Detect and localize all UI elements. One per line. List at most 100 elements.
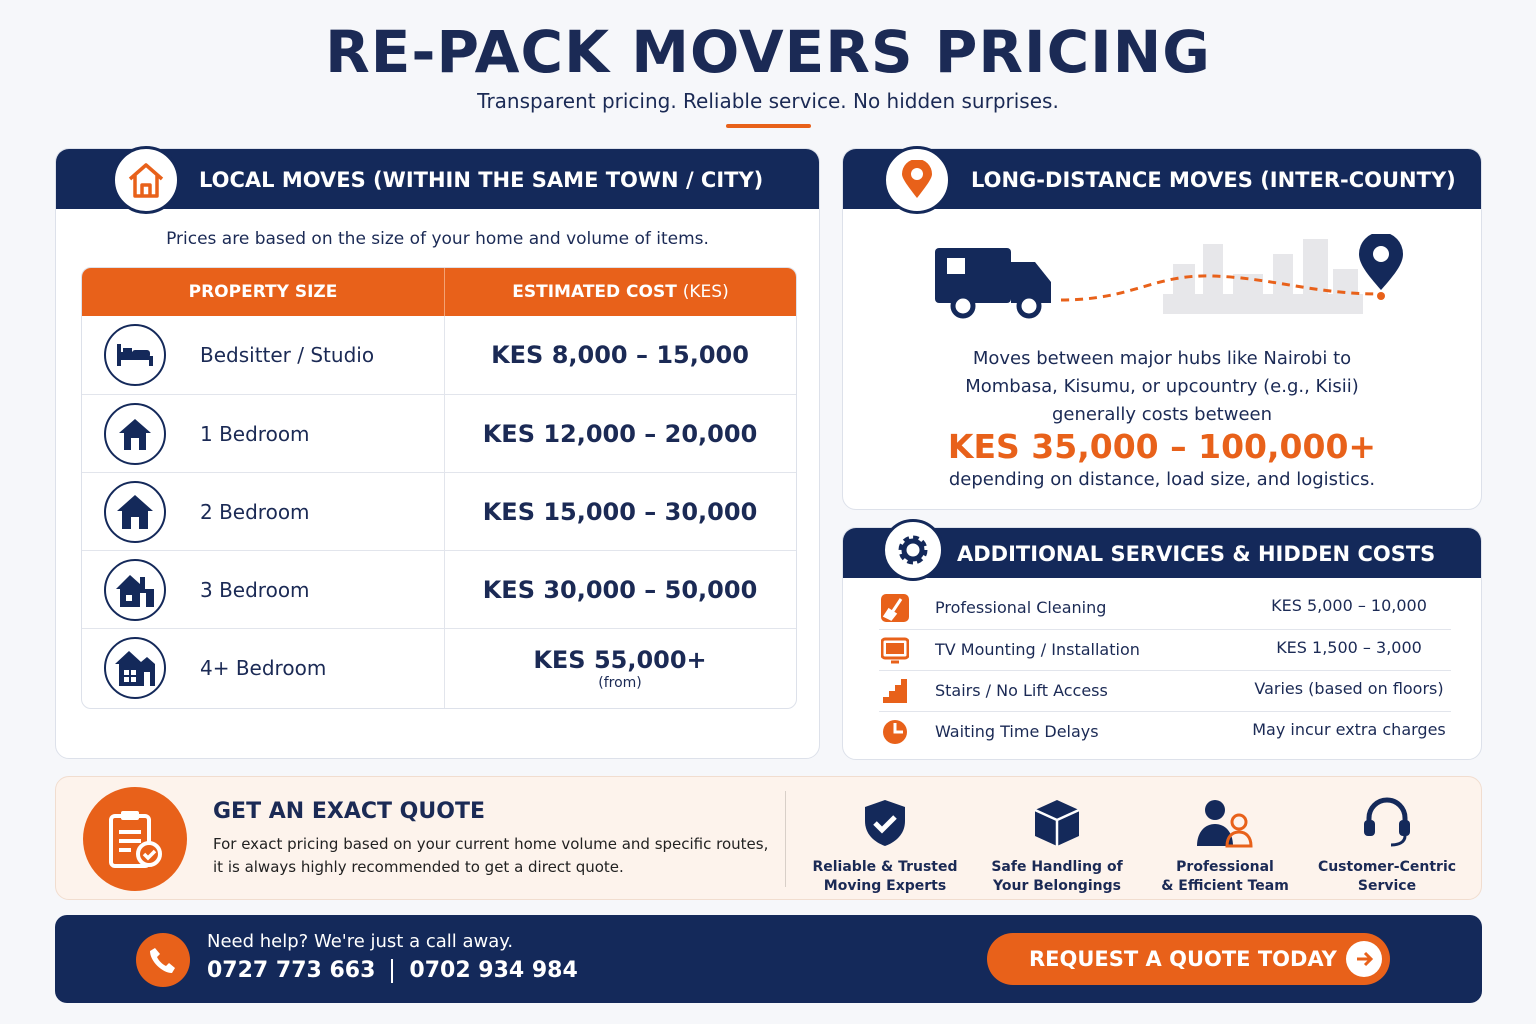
graphic [142,849,157,861]
local-panel: LOCAL MOVES (WITHIN THE SAME TOWN / CITY… [55,148,820,759]
graphic [119,419,151,450]
quote-line: it is always highly recommended to get a… [213,858,624,876]
phone-number[interactable]: 0727 773 663 [207,959,394,983]
table-row: 4+ Bedroom KES 55,000+ (from) [82,628,796,706]
price-table: PROPERTY SIZE ESTIMATED COST (KES) Bedsi… [81,267,797,709]
feature-line: Customer-Centric [1317,859,1457,875]
graphic [880,637,910,660]
service-icon [881,594,909,626]
feature-icon [1307,790,1467,848]
quote-icon [83,787,187,891]
graphic [1364,797,1410,847]
feature: Safe Handling of Your Belongings [977,790,1137,896]
graphic [883,720,907,744]
graphic [893,723,903,734]
graphic [1034,800,1080,846]
graphic [882,598,903,621]
feature-line: Service [1357,878,1417,894]
property-size: 4+ Bedroom [200,656,327,680]
long-description: Moves between major hubs like Nairobi to… [843,345,1481,429]
graphic [121,811,139,820]
description-line: generally costs between [1051,404,1273,425]
feature-line: Safe Handling of [991,859,1123,875]
column-divider [444,316,445,708]
quote-button[interactable]: REQUEST A QUOTE TODAY [987,933,1390,985]
service-row: Waiting Time Delays May incur extra charg… [879,711,1451,752]
graphic [1373,246,1389,262]
page-title: RE-PACK MOVERS PRICING [325,18,1211,86]
graphic [150,948,175,973]
graphic [131,670,136,675]
header-size: PROPERTY SIZE [188,282,338,302]
feature-line: Professional [1176,859,1274,875]
description-line: Moves between major hubs like Nairobi to [972,348,1352,369]
service-cost: May incur extra charges [1252,720,1446,739]
subtitle: Transparent pricing. Reliable service. N… [477,89,1059,113]
graphic [132,350,150,358]
graphic [1034,808,1080,846]
graphic [124,677,129,682]
feature-icon [977,790,1137,848]
local-intro: Prices are based on the size of your hom… [166,229,709,249]
property-icon [104,481,166,543]
graphic [898,535,928,565]
feature-line: Reliable & Trusted [812,859,958,875]
graphic [1197,824,1233,846]
graphic [117,495,153,529]
graphic [1357,951,1374,967]
service-cost: KES 1,500 – 3,000 [1276,638,1422,657]
feature-icon [1145,790,1305,848]
button-label[interactable]: REQUEST A QUOTE TODAY [1029,947,1337,971]
graphic [883,679,907,703]
home-icon [112,146,180,214]
cost-note: (from) [598,675,642,691]
button-arrow[interactable] [1346,941,1382,977]
service-icon [881,677,909,709]
long-footnote: depending on distance, load size, and lo… [948,469,1376,490]
graphic [1399,820,1410,836]
graphic [873,815,897,834]
feature: Professional & Efficient Team [1145,790,1305,896]
additional-panel: ADDITIONAL SERVICES & HIDDEN COSTS Profe… [842,527,1482,760]
service-row: TV Mounting / Installation KES 1,500 – 3,… [879,629,1451,670]
footer: Need help? We're just a call away. 0727 … [55,915,1482,1003]
description-line: Mombasa, Kisumu, or upcountry (e.g., Kis… [965,376,1359,397]
graphic [1377,292,1385,300]
service-name: Professional Cleaning [935,598,1107,617]
divider [726,124,811,128]
graphic [911,168,923,180]
quote-title: GET AN EXACT QUOTE [213,799,485,824]
graphic [883,679,907,703]
graphic [1197,800,1253,848]
quote-panel: GET AN EXACT QUOTE For exact pricing bas… [55,776,1482,900]
graphic [131,438,139,450]
phones: 0727 773 663 0702 934 984 [207,959,578,983]
service-icon [881,718,909,750]
header-unit: (KES) [682,282,729,302]
graphic [124,670,129,675]
estimated-cost: KES 55,000+ [533,646,707,674]
graphic [1011,262,1051,303]
graphic [128,163,164,198]
graphic [136,841,162,867]
graphic [116,575,154,607]
service-name: TV Mounting / Installation [935,640,1140,659]
graphic [131,517,139,529]
property-size: 3 Bedroom [200,578,310,602]
graphic [880,637,910,664]
graphic [1163,294,1363,314]
phone-number[interactable]: 0702 934 984 [409,958,578,983]
graphic [935,248,1011,303]
graphic [886,643,904,654]
feature-line: Your Belongings [993,878,1121,894]
estimated-cost: KES 30,000 – 50,000 [482,576,758,604]
graphic [144,672,150,686]
feature: Customer-Centric Service [1307,790,1467,896]
graphic [901,538,925,562]
graphic [119,830,141,852]
service-name: Stairs / No Lift Access [935,681,1108,700]
quote-line: For exact pricing based on your current … [213,835,769,853]
graphic [865,800,905,846]
local-title: LOCAL MOVES (WITHIN THE SAME TOWN / CITY… [56,149,819,209]
